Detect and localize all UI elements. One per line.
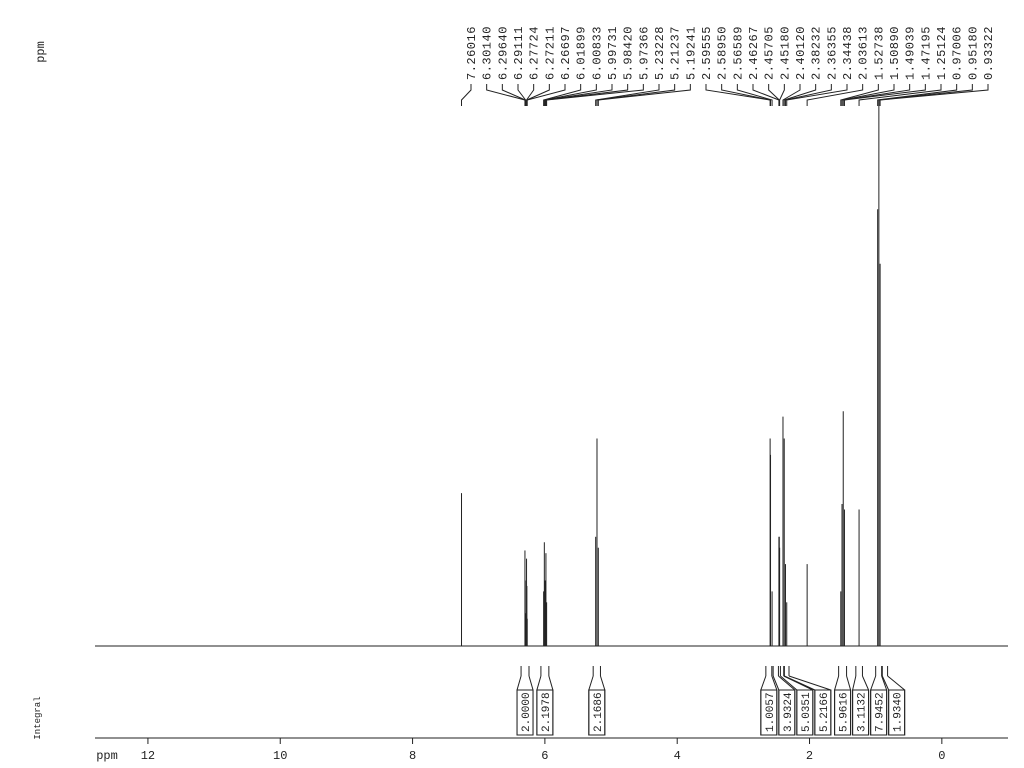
- integral-box: [516, 689, 534, 736]
- peak-leader: [786, 84, 848, 106]
- peak-label: 2.34438: [841, 26, 855, 80]
- peak-leader: [752, 84, 780, 106]
- peak-leader: [461, 84, 472, 106]
- peak-leader: [543, 84, 582, 106]
- peak-leader: [840, 84, 879, 106]
- integral-value: 5.2166: [819, 692, 831, 732]
- peak-leader: [858, 84, 942, 106]
- x-tick-label: 12: [141, 749, 155, 763]
- integral-box: [888, 689, 906, 736]
- peak-leader: [736, 84, 773, 106]
- peak-leader: [783, 84, 817, 106]
- peak-leader: [597, 84, 691, 106]
- peak-label: 1.50890: [888, 26, 902, 80]
- peak-label: 5.19241: [684, 26, 698, 80]
- peak-label: 6.26697: [559, 26, 573, 80]
- integral-value: 7.9452: [875, 692, 887, 732]
- peak-label: 6.27724: [528, 26, 542, 80]
- peak-leader: [879, 84, 989, 106]
- integral-box: [852, 689, 870, 736]
- peak-label: 5.98420: [622, 26, 636, 80]
- peak-label: 5.21237: [669, 26, 683, 80]
- peak-leader: [843, 84, 926, 106]
- peak-leader: [806, 84, 864, 106]
- peak-leader: [877, 84, 958, 106]
- peak-label: 1.47195: [919, 26, 933, 80]
- integral-box: [814, 689, 832, 736]
- peak-leader: [779, 84, 785, 106]
- peak-label: 0.97006: [951, 26, 965, 80]
- peak-leader: [546, 84, 644, 106]
- integral-box: [778, 689, 796, 736]
- peak-label: 2.38232: [810, 26, 824, 80]
- peak-label: 6.00833: [590, 26, 604, 80]
- integral-value: 2.1686: [593, 692, 605, 732]
- peak-label: 2.56589: [731, 26, 745, 80]
- peak-label: 1.49039: [904, 26, 918, 80]
- x-tick-label: 4: [674, 749, 681, 763]
- y-axis-label: ppm: [34, 41, 48, 63]
- peak-label: 6.01899: [575, 26, 589, 80]
- integral-value: 2.1978: [541, 692, 553, 732]
- peak-leader: [544, 84, 613, 106]
- peak-leader: [721, 84, 772, 106]
- integral-value: 2.0000: [521, 692, 533, 732]
- peak-label: 0.93322: [982, 26, 996, 80]
- peak-label: 6.30140: [481, 26, 495, 80]
- peak-label: 2.59555: [700, 26, 714, 80]
- peak-label: 2.36355: [825, 26, 839, 80]
- peak-leader: [486, 84, 526, 106]
- peak-leader: [705, 84, 771, 106]
- peak-leader: [841, 84, 895, 106]
- integral-box: [588, 689, 606, 736]
- peak-label: 2.58950: [716, 26, 730, 80]
- peak-leader: [842, 84, 911, 106]
- peak-label: 1.52738: [872, 26, 886, 80]
- integral-label: Integral: [33, 696, 43, 739]
- integral-value: 1.0057: [765, 692, 777, 732]
- integral-box: [796, 689, 814, 736]
- peak-leader: [782, 84, 801, 106]
- x-tick-label: 6: [541, 749, 548, 763]
- peak-label: 5.97366: [637, 26, 651, 80]
- integral-value: 3.1132: [857, 692, 869, 732]
- peak-label: 2.45180: [778, 26, 792, 80]
- peak-label: 2.03613: [857, 26, 871, 80]
- peak-label: 6.29640: [496, 26, 510, 80]
- integral-value: 5.9616: [839, 692, 851, 732]
- peak-leader: [784, 84, 832, 106]
- peak-leader: [526, 84, 566, 106]
- peak-label: 2.40120: [794, 26, 808, 80]
- integral-value: 1.9340: [893, 692, 905, 732]
- x-tick-label: 0: [938, 749, 945, 763]
- integral-box: [536, 689, 554, 736]
- integral-value: 3.9324: [783, 692, 795, 732]
- x-tick-label: 10: [273, 749, 287, 763]
- peak-leader: [878, 84, 973, 106]
- integral-box: [870, 689, 888, 736]
- peak-label: 0.95180: [966, 26, 980, 80]
- peak-label: 2.45705: [763, 26, 777, 80]
- x-tick-label: 2: [806, 749, 813, 763]
- peak-leader: [596, 84, 676, 106]
- peak-label: 6.29111: [512, 26, 526, 80]
- integral-box: [834, 689, 852, 736]
- peak-label: 7.26016: [465, 26, 479, 80]
- peak-leader: [545, 84, 629, 106]
- integral-value: 5.0351: [801, 692, 813, 732]
- peak-leader: [543, 84, 597, 106]
- peak-label: 2.46267: [747, 26, 761, 80]
- x-tick-label: 8: [409, 749, 416, 763]
- peak-leader: [517, 84, 527, 106]
- x-axis-label: ppm: [96, 749, 118, 763]
- peak-label: 5.23228: [653, 26, 667, 80]
- integral-box: [760, 689, 778, 736]
- peak-label: 5.99731: [606, 26, 620, 80]
- peak-label: 6.27211: [543, 26, 557, 80]
- peak-leader: [595, 84, 660, 106]
- peak-label: 1.25124: [935, 26, 949, 80]
